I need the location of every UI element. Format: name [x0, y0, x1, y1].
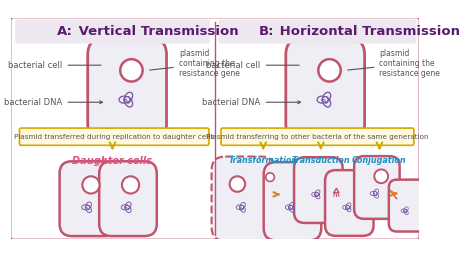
- Text: Plasmid transferred during replication to daughter cells: Plasmid transferred during replication t…: [14, 134, 214, 140]
- Circle shape: [82, 176, 100, 194]
- FancyBboxPatch shape: [286, 38, 365, 141]
- FancyBboxPatch shape: [221, 128, 414, 145]
- Text: B: Horizontal Transmission: B: Horizontal Transmission: [217, 25, 418, 38]
- Circle shape: [319, 59, 341, 81]
- FancyBboxPatch shape: [294, 157, 343, 223]
- Text: Conjugation: Conjugation: [352, 157, 407, 166]
- Text: Vertical Transmission: Vertical Transmission: [73, 25, 238, 38]
- FancyBboxPatch shape: [99, 161, 157, 236]
- Text: B:: B:: [258, 25, 274, 38]
- FancyBboxPatch shape: [88, 38, 166, 141]
- FancyBboxPatch shape: [19, 128, 209, 145]
- Text: Plasmid transferring to other bacteria of the same generation: Plasmid transferring to other bacteria o…: [206, 134, 428, 140]
- Text: plasmid
containing the
resistance gene: plasmid containing the resistance gene: [348, 49, 440, 78]
- FancyBboxPatch shape: [264, 162, 321, 240]
- Circle shape: [120, 59, 143, 81]
- Text: A: Vertical Transmission: A: Vertical Transmission: [22, 25, 203, 38]
- Circle shape: [122, 176, 139, 194]
- Text: Transformation: Transformation: [228, 157, 298, 166]
- Text: A:: A:: [57, 25, 73, 38]
- Text: plasmid
containing the
resistance gene: plasmid containing the resistance gene: [150, 49, 240, 78]
- Text: bacterial DNA: bacterial DNA: [202, 98, 301, 107]
- Circle shape: [374, 169, 388, 183]
- Text: bacterial DNA: bacterial DNA: [4, 98, 102, 107]
- Text: Daughter cells: Daughter cells: [73, 157, 153, 167]
- FancyBboxPatch shape: [60, 161, 117, 236]
- FancyBboxPatch shape: [15, 20, 210, 44]
- Text: bacterial cell: bacterial cell: [8, 61, 101, 70]
- FancyBboxPatch shape: [211, 157, 275, 241]
- Circle shape: [229, 176, 245, 192]
- FancyBboxPatch shape: [354, 156, 400, 219]
- Circle shape: [266, 173, 274, 181]
- Text: Horizontal Transmission: Horizontal Transmission: [275, 25, 460, 38]
- FancyBboxPatch shape: [389, 180, 425, 232]
- Text: Transduction: Transduction: [292, 157, 350, 166]
- Text: bacterial cell: bacterial cell: [206, 61, 299, 70]
- FancyBboxPatch shape: [325, 170, 374, 236]
- FancyBboxPatch shape: [219, 20, 417, 44]
- FancyBboxPatch shape: [10, 17, 420, 240]
